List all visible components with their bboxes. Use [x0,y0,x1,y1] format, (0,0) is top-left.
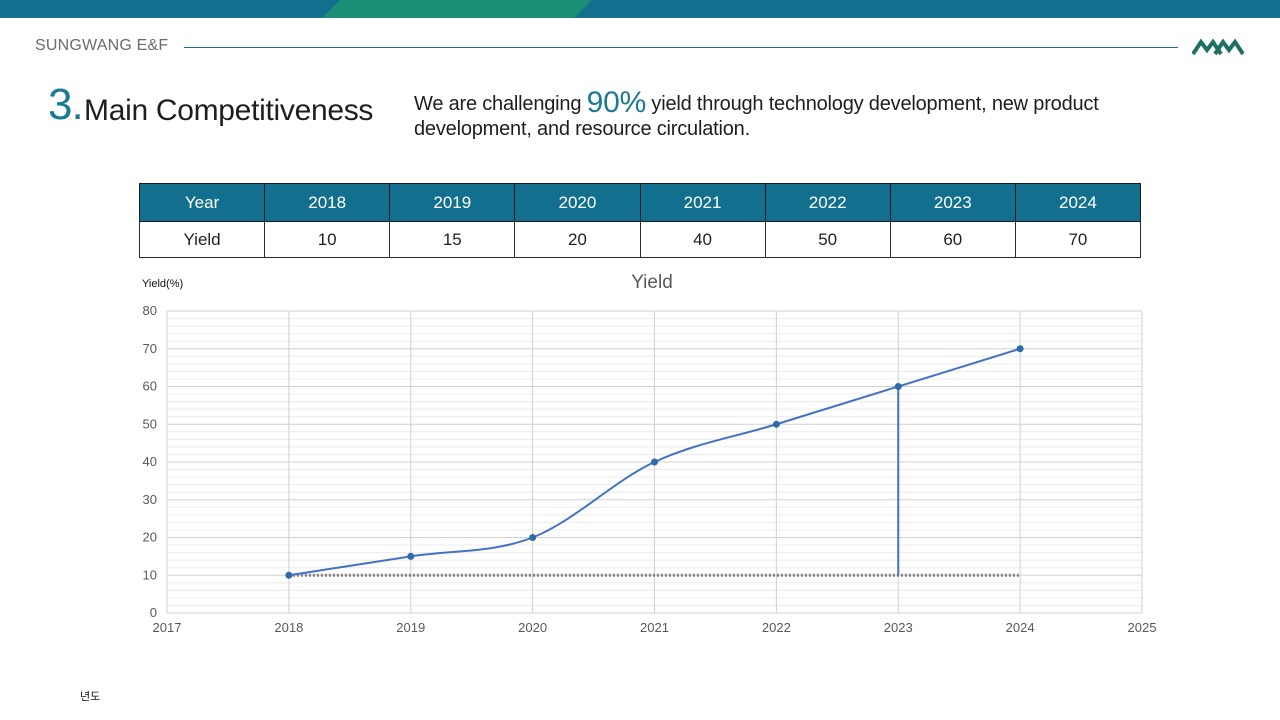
data-point [285,571,293,579]
table-header-cell: Year [138,183,266,222]
company-logo [1191,38,1245,56]
y-tick-label: 70 [143,341,157,356]
table-cell: 40 [639,221,766,258]
section-number: 3. [48,80,84,129]
y-tick-label: 60 [143,379,157,394]
table-header-cell: 2019 [389,183,516,222]
table-header-cell: 2023 [889,183,1016,222]
table-cell: 50 [764,221,891,258]
section-title: Main Competitiveness [84,94,374,127]
y-tick-label: 40 [143,454,157,469]
y-tick-label: 80 [143,303,157,318]
table-header-row: Year 2018 2019 2020 2021 2022 2023 2024 [138,183,1142,222]
x-tick-label: 2019 [396,620,425,635]
chart-y-axis-title: Yield(%) [142,278,183,290]
table-row: Yield 10 15 20 40 50 60 70 [138,221,1142,258]
y-tick-label: 10 [143,567,157,582]
data-point [894,383,902,390]
x-tick-label: 2023 [884,620,913,635]
table-header-cell: 2021 [639,183,766,222]
top-banner [0,0,1280,18]
y-tick-label: 30 [143,492,157,507]
table-cell: Yield [138,221,266,258]
table-cell: 70 [1014,221,1142,258]
intro-text: We are challenging 90% yield through tec… [414,88,1134,142]
y-tick-label: 0 [150,605,157,620]
x-tick-label: 2017 [153,620,182,635]
data-point [529,534,537,541]
y-tick-label: 20 [143,530,157,545]
data-point [772,420,780,428]
data-point [1016,345,1024,353]
y-tick-label: 50 [143,416,157,431]
table-cell: 20 [514,221,641,258]
x-tick-label: 2021 [640,620,669,635]
yield-chart-svg: 0 10 20 30 40 50 60 70 80 2017 2018 2019 2020 2021 202… [142,272,1157,635]
intro-text-end: yield through technology development, ne… [414,93,1099,140]
x-tick-label: 2022 [762,620,791,635]
table-cell: 10 [264,221,391,258]
table-header-cell: 2018 [264,183,391,222]
intro-text-start: We are challenging [414,93,587,115]
x-tick-label: 2024 [1006,620,1035,635]
yield-target-highlight: 90% [586,86,647,119]
data-point [407,552,415,560]
yield-chart: 0 10 20 30 40 50 60 70 80 2017 2018 2019 2020 2021 202… [120,268,1170,648]
data-point [651,458,658,466]
table-header-cell: 2020 [514,183,641,222]
x-tick-label: 2020 [518,620,547,635]
x-tick-label: 2025 [1128,620,1157,635]
chart-title: Yield [631,272,673,293]
table-header-cell: 2024 [1014,183,1142,222]
chart-x-axis-title: 년도 [80,691,101,703]
table-cell: 15 [389,221,516,258]
brand-name: SUNGWANG E&F [35,37,169,54]
x-tick-label: 2018 [274,620,303,635]
table-header-cell: 2022 [764,183,891,222]
table-cell: 60 [889,221,1016,258]
header-rule [184,47,1178,48]
yield-table: Year 2018 2019 2020 2021 2022 2023 2024 … [138,183,1142,258]
